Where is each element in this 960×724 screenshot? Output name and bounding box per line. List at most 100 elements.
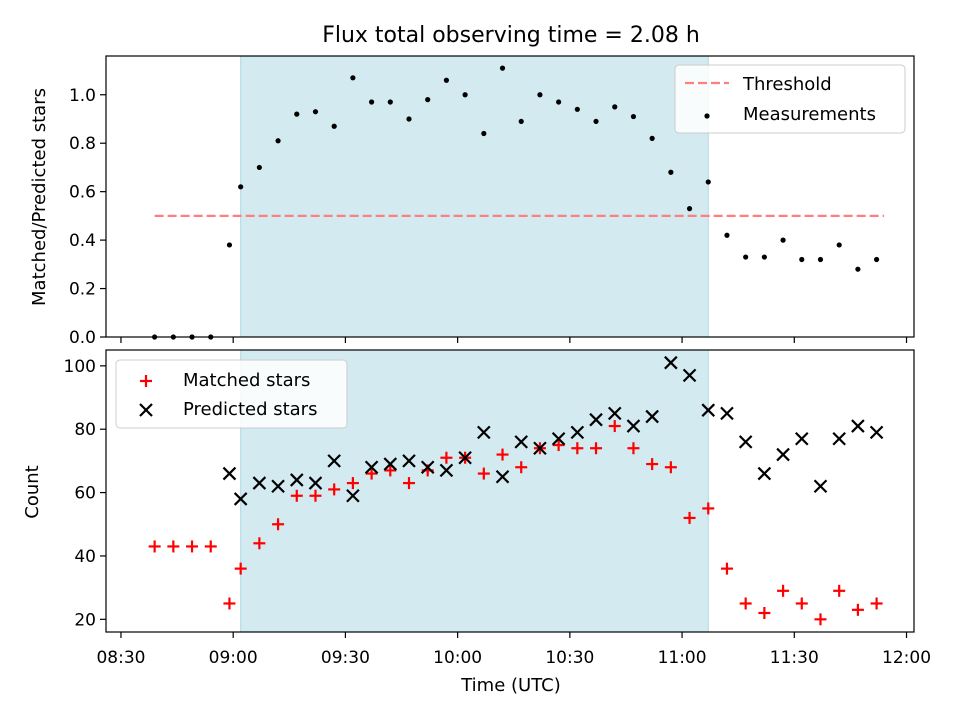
matched-star-point — [496, 448, 509, 461]
predicted-star-point — [682, 368, 697, 383]
predicted-star-point — [738, 435, 753, 449]
matched-star-point — [739, 597, 752, 610]
matched-star-point — [515, 461, 528, 474]
matched-star-point — [870, 597, 883, 610]
matched-star-point — [148, 540, 161, 553]
bottom-legend-box — [115, 359, 348, 429]
predicted-star-point — [289, 473, 304, 487]
predicted-star-point — [327, 454, 341, 468]
matched-star-point — [571, 442, 584, 455]
measurement-point — [537, 92, 543, 98]
predicted-star-point — [607, 406, 622, 421]
matched-star-point — [234, 562, 247, 575]
predicted-star-point — [514, 435, 529, 449]
matched-star-point — [440, 451, 453, 464]
top-highlight-band — [240, 56, 709, 337]
predicted-star-point — [645, 409, 659, 424]
matched-star-point — [814, 613, 827, 626]
measurement-point — [406, 116, 412, 122]
matched-star-point — [403, 477, 415, 490]
measurement-point — [556, 99, 562, 105]
top-axes: 0.0 0.2 0.4 0.6 0.8 1.0 Matched/Predicted sta… — [29, 55, 915, 348]
top-legend-box — [674, 64, 906, 134]
measurement-point — [761, 254, 767, 260]
bottom-axes-frame — [105, 349, 915, 633]
matched-star-point — [223, 597, 236, 610]
matched-star-point — [204, 540, 217, 553]
measurement-point — [256, 164, 262, 171]
predicted-star-point — [477, 425, 491, 440]
measurement-point — [331, 123, 337, 129]
matched-star-point — [590, 442, 603, 455]
matched-star-point — [683, 511, 696, 524]
measurement-point — [612, 104, 618, 110]
predicted-star-point — [626, 419, 641, 433]
top-y-tick-label: 0.4 — [69, 231, 96, 251]
predicted-star-point — [308, 476, 323, 490]
predicted-star-point — [495, 469, 510, 484]
matched-star-point — [290, 489, 303, 502]
top-y-tick-label: 1.0 — [69, 86, 96, 106]
measurement-point — [780, 237, 786, 243]
matched-star-point — [851, 603, 864, 616]
measurement-point — [630, 113, 637, 120]
matched-star-point — [309, 489, 322, 502]
measurement-point — [462, 92, 468, 98]
predicted-star-point — [533, 441, 547, 456]
legend-measurements-label: Measurements — [743, 104, 876, 125]
matched-star-point — [833, 584, 846, 597]
predicted-star-point — [252, 476, 267, 490]
predicted-star-point — [346, 488, 360, 503]
predicted-star-point — [832, 431, 846, 446]
predicted-star-point — [757, 466, 772, 481]
measurement-point — [350, 75, 356, 81]
measurement-point — [368, 99, 375, 105]
x-tick-label: 08:30 — [96, 648, 145, 668]
measurement-point — [518, 118, 524, 125]
matched-star-point — [608, 420, 621, 433]
matched-star-point — [702, 502, 715, 515]
measurement-point — [649, 135, 655, 141]
x-tick-label: 11:30 — [770, 648, 819, 668]
legend-threshold-label: Threshold — [742, 74, 832, 95]
predicted-star-point — [794, 431, 809, 446]
legend-matched-label: Matched stars — [183, 370, 310, 391]
top-y-tick-label: 0.0 — [69, 328, 96, 348]
bottom-axes: 20 40 60 80 100 08:30 09:00 09:30 10:00 10:30 11:… — [22, 349, 931, 696]
x-tick-label: 11:00 — [658, 648, 707, 668]
matched-star-point — [627, 442, 640, 455]
matched-star-point — [328, 483, 341, 496]
top-axes-frame — [105, 55, 915, 338]
top-y-tick-label: 0.8 — [69, 134, 96, 154]
bottom-y-tick-label: 40 — [74, 547, 96, 567]
x-tick-label: 09:00 — [209, 648, 258, 668]
bottom-y-axis-label: Count — [22, 465, 43, 518]
predicted-star-point — [420, 460, 435, 475]
predicted-star-point — [869, 425, 884, 440]
matched-star-point — [664, 461, 677, 474]
predicted-star-point — [439, 463, 454, 478]
measurement-point — [499, 65, 506, 71]
measurement-point — [593, 118, 599, 125]
x-tick-label: 10:00 — [433, 648, 482, 668]
predicted-star-point — [720, 406, 734, 421]
predicted-star-point — [233, 492, 248, 506]
measurement-point — [705, 179, 711, 185]
predicted-star-point — [271, 479, 285, 494]
matched-star-point — [384, 464, 397, 477]
matched-star-point — [758, 606, 771, 619]
matched-star-point — [552, 439, 565, 452]
predicted-star-point — [701, 403, 716, 417]
measurement-point — [668, 169, 674, 175]
top-y-tick-label: 0.2 — [69, 280, 96, 300]
x-tick-label: 12:00 — [882, 648, 931, 668]
matched-star-point — [272, 518, 285, 531]
measurement-point — [817, 256, 824, 263]
measurement-point — [443, 77, 450, 83]
legend-measurements-swatch — [704, 113, 710, 119]
measurement-point — [836, 242, 842, 248]
measurement-point — [873, 256, 880, 263]
measurement-point — [686, 206, 693, 212]
matched-star-point — [167, 540, 180, 553]
